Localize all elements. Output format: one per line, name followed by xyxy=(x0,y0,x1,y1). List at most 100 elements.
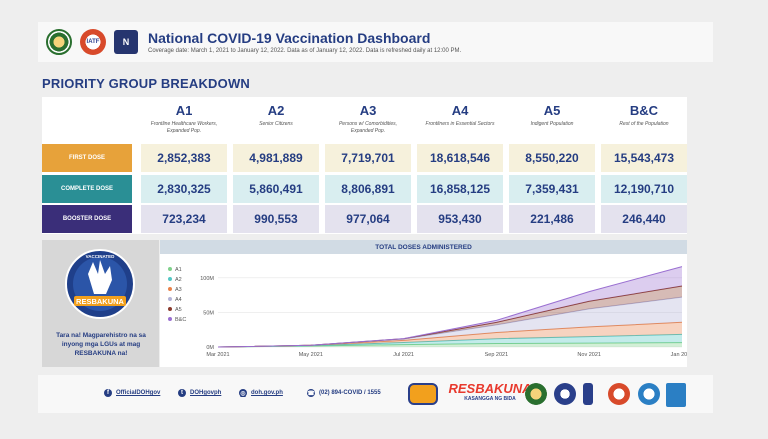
badge-resbakuna-text: RESBAKUNA xyxy=(76,297,125,306)
total-doses-chart[interactable]: 0M 50M 100M Mar 2021 May 2021 Jul 2021 Sep 202… xyxy=(160,254,687,367)
x-tick-label: Sep 2021 xyxy=(485,352,509,358)
dose-count-cell: 5,860,491 xyxy=(233,175,319,203)
doh-seal-icon xyxy=(525,383,547,405)
dose-count-cell: 977,064 xyxy=(325,205,411,233)
hotline-number: (02) 894-COVID / 1555 xyxy=(319,390,381,396)
section-title: PRIORITY GROUP BREAKDOWN xyxy=(42,76,251,91)
total-doses-chart-panel: TOTAL DOSES ADMINISTERED 0M 50M 100M Mar 20… xyxy=(160,240,687,367)
website-url: doh.gov.ph xyxy=(251,390,283,396)
website-link[interactable]: ◎ doh.gov.ph xyxy=(239,389,283,397)
twitter-handle: DOHgovph xyxy=(190,390,222,396)
legend-label: A3 xyxy=(175,287,182,293)
resbakuna-logo-text: RESBAKUNA xyxy=(448,381,532,396)
doh-seal-icon xyxy=(46,29,72,55)
facebook-link[interactable]: f OfficialDOHgov xyxy=(104,389,160,397)
page-title: National COVID-19 Vaccination Dashboard xyxy=(148,30,431,46)
legend-label: A2 xyxy=(175,277,182,283)
dose-row-label: COMPLETE DOSE xyxy=(42,175,132,203)
legend-marker xyxy=(168,287,172,291)
priority-group-table: A1 Frontline Healthcare Workers, Expanded… xyxy=(42,97,687,234)
legend-label: A4 xyxy=(175,297,182,303)
dose-count-cell: 2,852,383 xyxy=(141,144,227,172)
dose-count-cell: 246,440 xyxy=(601,205,687,233)
group-code: A4 xyxy=(451,103,469,118)
resbakuna-badge-icon: RESBAKUNA VACCINATED xyxy=(65,249,135,319)
chart-title: TOTAL DOSES ADMINISTERED xyxy=(160,240,687,254)
coverage-subtitle: Coverage date: March 1, 2021 to January … xyxy=(148,48,462,54)
group-code: B&C xyxy=(629,103,659,118)
legend-label: A5 xyxy=(175,307,182,313)
group-description: Persons w/ Comorbidities, Expanded Pop. xyxy=(338,121,398,134)
x-tick-label: May 2021 xyxy=(299,352,323,358)
dose-count-cell: 12,190,710 xyxy=(601,175,687,203)
group-description: Indigent Population xyxy=(530,121,574,127)
group-description: Senior Citizens xyxy=(259,121,293,127)
group-code: A2 xyxy=(267,103,285,118)
y-tick-label: 50M xyxy=(203,310,214,316)
group-header: A3 Persons w/ Comorbidities, Expanded Pop… xyxy=(324,97,412,141)
dose-count-cell: 7,719,701 xyxy=(325,144,411,172)
group-header: A5 Indigent Population xyxy=(508,97,596,141)
bida-logo-icon xyxy=(408,383,438,405)
title-block: National COVID-19 Vaccination Dashboard … xyxy=(148,30,461,54)
facebook-handle: OfficialDOHgov xyxy=(116,390,161,396)
dose-count-cell: 8,550,220 xyxy=(509,144,595,172)
phone-icon: ☎ xyxy=(307,389,315,397)
group-description: Frontline Healthcare Workers, Expanded P… xyxy=(150,121,218,134)
group-description: Rest of the Population xyxy=(619,121,669,127)
dose-count-cell: 990,553 xyxy=(233,205,319,233)
undp-logo-icon xyxy=(666,383,686,407)
legend-marker xyxy=(168,307,172,311)
twitter-link[interactable]: t DOHgovph xyxy=(178,389,221,397)
group-code: A1 xyxy=(175,103,193,118)
dose-count-cell: 7,359,431 xyxy=(509,175,595,203)
globe-icon: ◎ xyxy=(239,389,247,397)
legend-label: A1 xyxy=(175,267,182,273)
dose-count-cell: 18,618,546 xyxy=(417,144,503,172)
dose-count-cell: 15,543,473 xyxy=(601,144,687,172)
x-tick-label: Jul 2021 xyxy=(393,352,414,358)
badge-vaccinated-text: VACCINATED xyxy=(86,254,116,259)
group-code: A5 xyxy=(543,103,561,118)
resbakuna-logo-tag: KASANGGA NG BIDA xyxy=(464,396,516,402)
legend-marker xyxy=(168,277,172,281)
x-tick-label: Nov 2021 xyxy=(577,352,601,358)
series-line xyxy=(217,266,683,348)
group-header: A4 Frontliners in Essential Sectors xyxy=(416,97,504,141)
dose-count-cell: 4,981,889 xyxy=(233,144,319,172)
group-header: B&C Rest of the Population xyxy=(600,97,688,141)
twitter-icon: t xyxy=(178,389,186,397)
legend-marker xyxy=(168,317,172,321)
facebook-icon: f xyxy=(104,389,112,397)
ntf-badge-icon xyxy=(583,383,593,405)
dose-count-cell: 2,830,325 xyxy=(141,175,227,203)
dose-count-cell: 16,858,125 xyxy=(417,175,503,203)
y-tick-label: 100M xyxy=(200,276,214,282)
iatf-logo-icon: IATF xyxy=(80,29,106,55)
x-tick-label: Mar 2021 xyxy=(206,352,229,358)
dashboard-header: IATF N National COVID-19 Vaccination Das… xyxy=(38,22,713,62)
unicef-logo-icon xyxy=(638,383,660,405)
dose-count-cell: 723,234 xyxy=(141,205,227,233)
group-code: A3 xyxy=(359,103,377,118)
header-logos: IATF N xyxy=(46,29,138,55)
legend-marker xyxy=(168,267,172,271)
resbakuna-promo-panel: RESBAKUNA VACCINATED Tara na! Magparehis… xyxy=(42,240,159,367)
group-header: A1 Frontline Healthcare Workers, Expanded… xyxy=(140,97,228,141)
dose-count-cell: 953,430 xyxy=(417,205,503,233)
x-tick-label: Jan 2022 xyxy=(671,352,687,358)
legend-marker xyxy=(168,297,172,301)
group-description: Frontliners in Essential Sectors xyxy=(425,121,495,127)
legend-label: B&C xyxy=(175,317,186,323)
promo-message: Tara na! Magparehistro na sa inyong mga … xyxy=(56,332,146,357)
ldrrmo-seal-icon xyxy=(608,383,630,405)
pagasa-seal-icon xyxy=(554,383,576,405)
series-area xyxy=(218,297,682,347)
group-header: A2 Senior Citizens xyxy=(232,97,320,141)
dose-count-cell: 221,486 xyxy=(509,205,595,233)
dose-row-label: FIRST DOSE xyxy=(42,144,132,172)
dose-count-cell: 8,806,891 xyxy=(325,175,411,203)
hotline: ☎ (02) 894-COVID / 1555 xyxy=(307,389,381,397)
y-tick-label: 0M xyxy=(206,345,214,351)
dose-row-label: BOOSTER DOSE xyxy=(42,205,132,233)
